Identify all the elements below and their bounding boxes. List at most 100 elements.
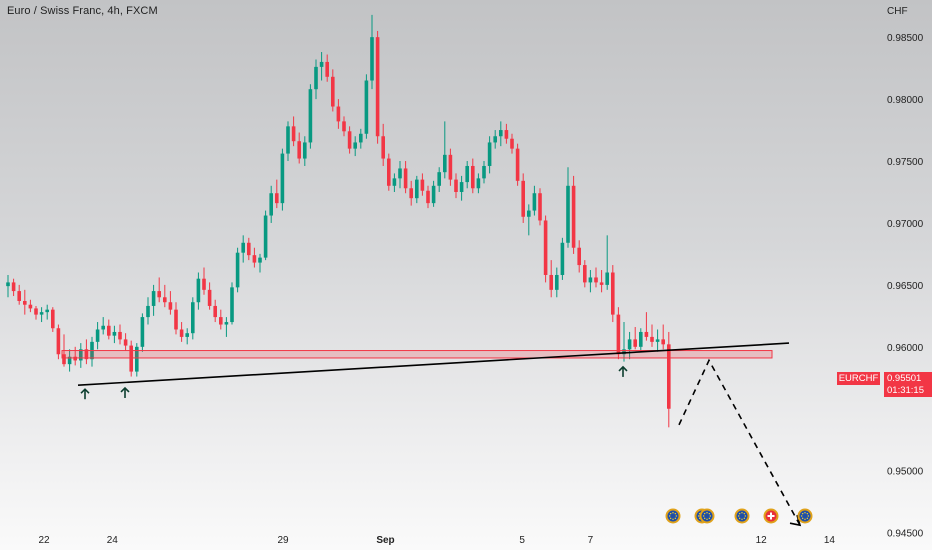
candle-body <box>549 274 553 290</box>
candle-body <box>655 339 660 342</box>
candle-body <box>627 339 632 350</box>
candle-body <box>504 130 509 139</box>
candle-body <box>163 297 167 303</box>
event-star <box>807 515 809 517</box>
candle-body <box>639 331 643 347</box>
candle <box>123 333 128 351</box>
candle <box>118 324 122 345</box>
candle <box>135 343 139 377</box>
candle <box>527 204 531 236</box>
candle-body <box>23 300 27 305</box>
price-tick-label: 0.98000 <box>887 95 924 106</box>
candle-body <box>11 282 16 292</box>
price-tick-label: 0.97500 <box>887 157 924 168</box>
eu-flag-icon[interactable] <box>797 508 813 524</box>
candle-body <box>342 121 346 132</box>
candle <box>140 313 145 352</box>
candle <box>403 161 408 194</box>
candle <box>437 167 441 192</box>
candle-body <box>140 317 145 347</box>
candle-body <box>224 322 229 325</box>
event-star <box>698 515 700 517</box>
event-star <box>801 512 804 515</box>
candle-body <box>84 349 89 360</box>
event-star <box>672 512 674 514</box>
candle-body <box>577 247 581 266</box>
candle-body <box>252 255 257 263</box>
candle <box>549 260 553 298</box>
candle-body <box>599 282 604 285</box>
event-star <box>706 512 708 514</box>
candle <box>263 210 268 261</box>
candle-body <box>168 302 173 310</box>
candle-body <box>123 339 128 346</box>
candle-body <box>62 354 66 365</box>
candle-body <box>39 312 44 315</box>
candle-body <box>633 339 637 347</box>
candle-body <box>135 346 139 372</box>
eu-flag-icon[interactable] <box>665 508 681 524</box>
candle-body <box>398 168 402 179</box>
candle <box>84 339 89 365</box>
swiss-flag-icon[interactable] <box>763 508 779 524</box>
time-tick-label: 5 <box>519 535 525 546</box>
candle-body <box>437 172 441 186</box>
candle-body <box>286 126 290 154</box>
candle-body <box>247 242 251 256</box>
candle-body <box>230 287 234 323</box>
candle <box>622 322 626 362</box>
candle-body <box>381 136 385 159</box>
candle-body <box>644 331 649 337</box>
candle <box>319 52 324 81</box>
swing-low-arrow-icon <box>618 365 628 377</box>
candle <box>510 133 514 154</box>
candle <box>633 327 637 350</box>
candle-body <box>499 130 503 137</box>
symbol-title[interactable]: Euro / Swiss Franc, 4h, FXCM <box>7 5 158 17</box>
candle <box>252 247 257 268</box>
candle-body <box>605 272 609 285</box>
candle <box>191 297 195 340</box>
eu-flag-icon[interactable] <box>734 508 750 524</box>
drawings-layer <box>77 342 802 527</box>
candle <box>303 136 307 166</box>
candle <box>6 274 10 298</box>
event-star <box>738 517 741 520</box>
candle <box>426 185 430 209</box>
arrow-head <box>618 365 628 372</box>
candle-body <box>616 314 621 355</box>
candle-body <box>667 344 671 409</box>
candle-body <box>611 272 615 315</box>
event-star <box>709 515 711 517</box>
candle-body <box>555 274 559 290</box>
price-tick-label: 0.97000 <box>887 219 924 230</box>
candle <box>230 282 234 325</box>
candle-body <box>375 37 380 137</box>
candle-body <box>476 178 481 189</box>
price-tick-label: 0.94500 <box>887 529 924 540</box>
candle <box>196 272 201 310</box>
candle <box>347 126 352 154</box>
swing-low-arrow-icon <box>120 386 130 398</box>
candle <box>482 161 486 184</box>
candle <box>56 324 61 360</box>
candle-body <box>459 182 464 192</box>
candle-body <box>202 278 206 290</box>
candle <box>499 121 503 147</box>
event-star <box>672 518 674 520</box>
candle-body <box>280 153 285 204</box>
candle <box>275 179 279 209</box>
candle-body <box>95 329 100 342</box>
price-tag-symbol: EURCHF <box>837 372 880 385</box>
support-zone-layer <box>61 350 773 359</box>
candle-body <box>415 179 419 199</box>
candle <box>11 278 16 297</box>
eu-flag-icon[interactable] <box>699 508 715 524</box>
candles-layer <box>6 14 671 428</box>
candle-body <box>426 190 430 204</box>
candle <box>325 54 329 82</box>
candle <box>146 297 150 325</box>
candle-body <box>454 179 458 192</box>
